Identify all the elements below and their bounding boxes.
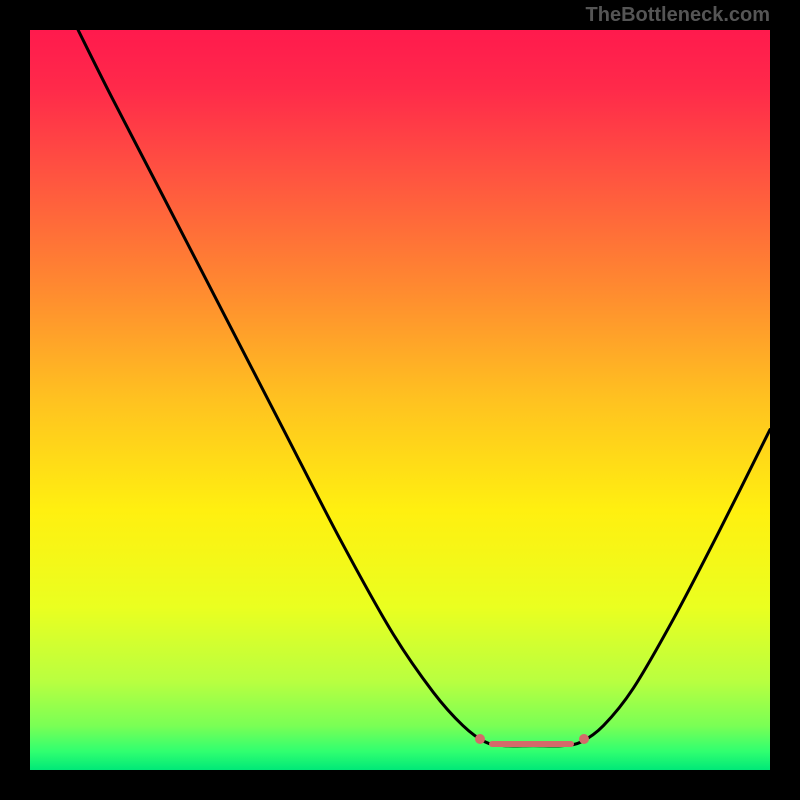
chart-container: TheBottleneck.com bbox=[0, 0, 800, 800]
attribution-label: TheBottleneck.com bbox=[586, 4, 770, 27]
valley-marker-0 bbox=[475, 734, 485, 744]
flat-valley-segment bbox=[489, 741, 574, 747]
valley-marker-1 bbox=[579, 734, 589, 744]
plot-area bbox=[30, 30, 770, 770]
bottleneck-curve bbox=[30, 30, 770, 770]
